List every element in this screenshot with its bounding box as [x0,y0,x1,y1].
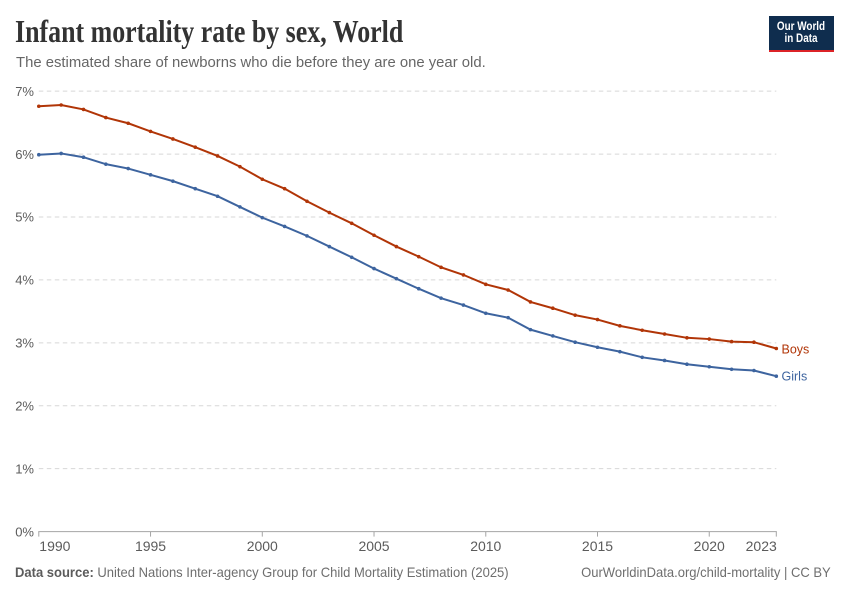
svg-text:2010: 2010 [470,538,501,554]
svg-text:2%: 2% [15,398,34,413]
svg-text:4%: 4% [15,273,34,288]
svg-text:0%: 0% [15,524,34,539]
svg-text:3%: 3% [15,336,34,351]
svg-text:1990: 1990 [39,538,70,554]
svg-text:6%: 6% [15,147,34,162]
svg-text:2023: 2023 [746,538,777,554]
svg-text:2015: 2015 [582,538,613,554]
svg-text:1%: 1% [15,461,34,476]
svg-text:7%: 7% [15,84,34,99]
svg-text:1995: 1995 [135,538,166,554]
svg-text:2005: 2005 [358,538,389,554]
svg-text:5%: 5% [15,210,34,225]
svg-text:2000: 2000 [247,538,278,554]
svg-text:Boys: Boys [782,343,810,357]
svg-text:Girls: Girls [782,370,808,384]
svg-text:2020: 2020 [694,538,725,554]
